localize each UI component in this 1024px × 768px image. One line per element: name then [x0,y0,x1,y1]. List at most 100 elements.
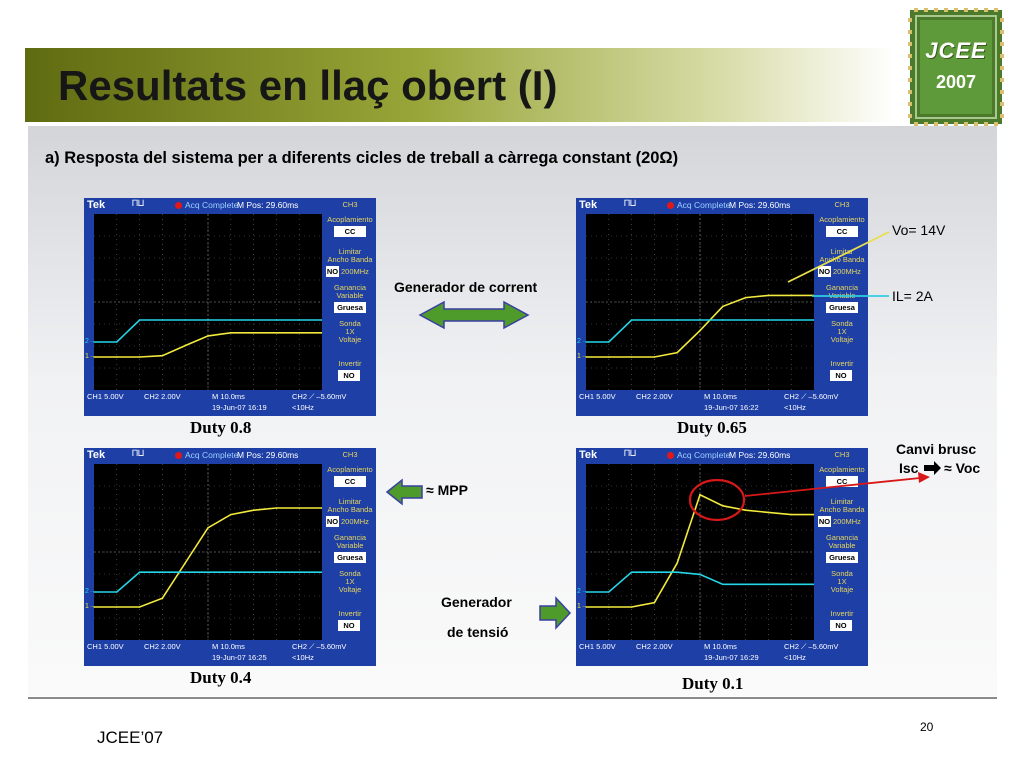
data-point-ch1 [676,562,678,564]
datetime: 19-Jun-07 16:29 [704,653,759,662]
data-point-ch2 [116,591,118,593]
menu-sonda: Sonda [831,319,853,328]
menu-value-text: 200MHz [341,517,369,526]
trigger-icon: ⊓⊔ [132,449,145,460]
data-point-ch1 [138,356,141,358]
acq-status-icon [667,202,674,209]
double-arrow-icon [418,300,530,330]
acq-status: Acq Complete [677,200,731,210]
menu-value: NO [830,370,852,381]
scope-menu: CH3 Acoplamiento CC Limitar Ancho Banda NO 200… [324,198,376,394]
data-point-ch1 [184,344,186,347]
slide-title: Resultats en llaç obert (I) [58,62,558,109]
scope-header: Tek ⊓⊔ Acq Complete M Pos: 29.60ms [576,198,814,214]
menu-sonda-3: Voltaje [830,585,854,594]
data-point-ch1 [676,351,678,354]
data-point-ch2 [722,319,724,321]
data-point-ch2 [252,319,255,321]
data-point-ch2 [586,591,587,593]
ch2-marker: 2→ [85,338,96,345]
scope-brand: Tek [579,199,598,211]
menu-value-text: 200MHz [341,267,369,276]
title-band [25,48,895,122]
menu-sonda: Sonda [339,319,361,328]
menu-value: Gruesa [334,552,366,563]
scope-menu: CH3 Acoplamiento CC Limitar Ancho Banda NO 200… [816,448,868,644]
data-point-ch1 [116,356,118,358]
menu-limitar-2: Ancho Banda [327,255,373,264]
data-point-ch1 [722,505,724,507]
menu-ganancia-2: Variable [336,291,364,300]
data-point-ch1 [608,356,610,358]
menu-value: NO [326,516,339,527]
data-point-ch1 [207,335,209,337]
data-point-ch1 [790,294,792,297]
menu-sonda-3: Voltaje [338,585,362,594]
data-point-ch1 [790,513,792,516]
data-point-ch1 [252,509,255,511]
data-point-ch1 [321,332,322,334]
datetime: 19-Jun-07 16:22 [704,403,759,412]
data-point-ch2 [230,319,232,321]
vo-pointer-line [787,231,890,283]
menu-limitar-2: Ancho Banda [327,505,373,514]
label-canvi-brusc: Canvi brusc [896,441,977,457]
menu-ganancia: Ganancia [333,533,367,542]
data-point-ch2 [676,319,678,321]
menu-ganancia-2: Variable [336,541,364,550]
label-vo: Vo= 14V [892,222,946,238]
menu-value-text: 200MHz [833,267,861,276]
data-point-ch1 [230,513,232,516]
menu-sonda-3: Voltaje [830,335,854,344]
data-point-ch2 [767,319,770,321]
data-point-ch2 [813,583,814,586]
menu-value: NO [818,516,831,527]
ch2-setting: CH2 2.00V [636,392,673,401]
waveform-plot [586,214,814,390]
data-point-ch2 [813,319,814,321]
ch1-marker: 1→ [85,603,96,610]
ch1-setting: CH1 5.00V [579,392,616,401]
label-generador-corrent: Generador de corrent [394,279,538,295]
menu-acoplamiento: Acoplamiento [327,465,373,474]
datetime: 19-Jun-07 16:25 [212,653,267,662]
data-point-ch2 [699,573,701,576]
data-point-ch2 [699,319,701,321]
menu-ganancia-2: Variable [828,541,856,550]
trigger-setting: CH2 ⟋ –5.60mV [292,642,347,651]
waveform-plot [94,464,322,640]
menu-sonda-3: Voltaje [338,335,362,344]
data-point-ch2 [653,571,656,573]
scope-duty-0-8: Tek ⊓⊔ Acq Complete M Pos: 29.60ms 1→ 2→ CH3 Ac… [84,198,376,416]
ch2-marker: 2→ [85,588,96,595]
acq-status-icon [667,452,674,459]
ch1-setting: CH1 5.00V [579,642,616,651]
jcee-logo [908,8,1004,126]
data-point-ch2 [138,571,141,573]
horizontal-position: M Pos: 29.60ms [237,450,299,460]
data-point-ch1 [744,296,747,299]
frequency: <10Hz [292,653,314,662]
canvi-pointer-head [918,472,930,483]
arrow-right-icon [924,461,941,475]
menu-limitar-2: Ancho Banda [819,505,865,514]
menu-limitar: Limitar [830,247,854,256]
menu-value: NO [830,620,852,631]
data-point-ch1 [298,332,300,334]
frequency: <10Hz [784,403,806,412]
footer-conference: JCEE’07 [97,728,164,747]
scope-duty-0-1: Tek ⊓⊔ Acq Complete M Pos: 29.60ms 1→ 2→ CH3 Ac… [576,448,868,666]
data-point-ch2 [207,319,209,321]
horizontal-position: M Pos: 29.60ms [237,200,299,210]
data-point-ch2 [676,571,678,573]
data-point-ch1 [813,513,814,516]
data-point-ch1 [699,329,701,332]
timebase: M 10.0ms [704,642,737,651]
ch2-marker: 2→ [577,338,588,345]
scope-duty-0-4: Tek ⊓⊔ Acq Complete M Pos: 29.60ms 1→ 2→ CH3 Ac… [84,448,376,666]
trigger-setting: CH2 ⟋ –5.60mV [292,392,347,401]
menu-value: Gruesa [826,552,858,563]
trigger-setting: CH2 ⟋ –5.60mV [784,642,839,651]
data-point-ch2 [252,571,255,573]
